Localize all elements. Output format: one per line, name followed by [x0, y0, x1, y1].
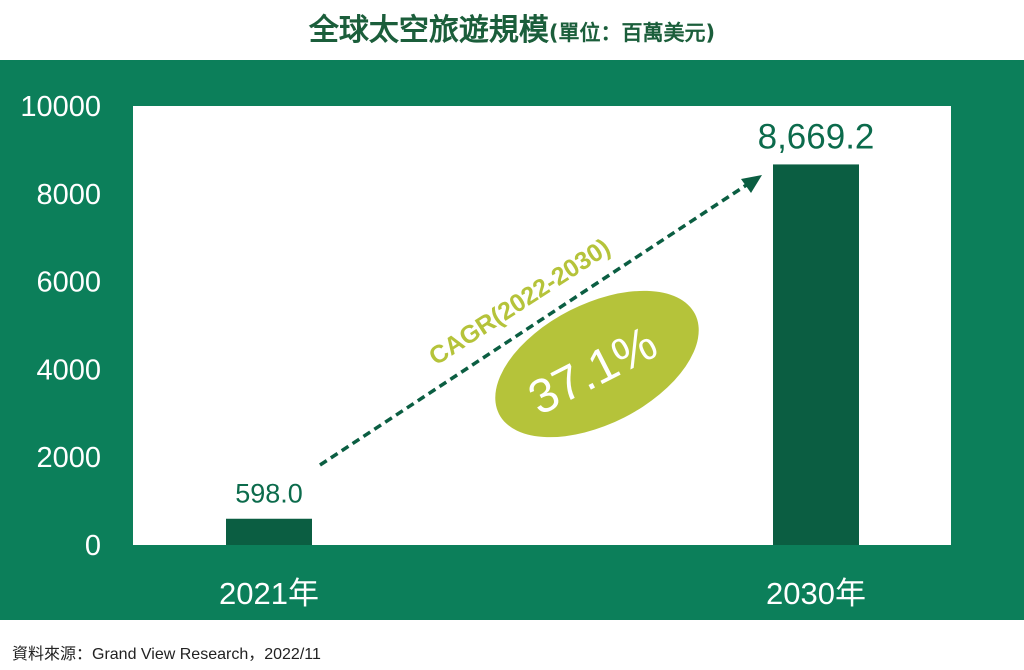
bar — [773, 164, 859, 545]
y-tick-label: 2000 — [36, 442, 101, 474]
data-label: 8,669.2 — [758, 117, 875, 156]
chart-title: 全球太空旅遊規模(單位：百萬美元) — [0, 8, 1024, 56]
y-tick-label: 0 — [85, 530, 101, 562]
y-tick-label: 8000 — [36, 179, 101, 211]
x-tick-label: 2021年 — [219, 576, 319, 611]
y-tick-label: 4000 — [36, 354, 101, 386]
x-tick-label: 2030年 — [766, 576, 866, 611]
source-note: 資料來源：Grand View Research，2022/11 — [12, 646, 321, 663]
chart-title-main: 全球太空旅遊規模 — [308, 13, 549, 48]
y-tick-label: 6000 — [36, 267, 101, 299]
growth-arrowhead — [741, 175, 762, 193]
chart-title-unit: (單位：百萬美元) — [548, 21, 716, 45]
bar — [226, 518, 312, 545]
y-tick-label: 10000 — [20, 91, 101, 123]
growth-arrow — [319, 182, 749, 467]
cagr-ellipse — [495, 290, 699, 438]
data-label: 598.0 — [235, 479, 303, 509]
